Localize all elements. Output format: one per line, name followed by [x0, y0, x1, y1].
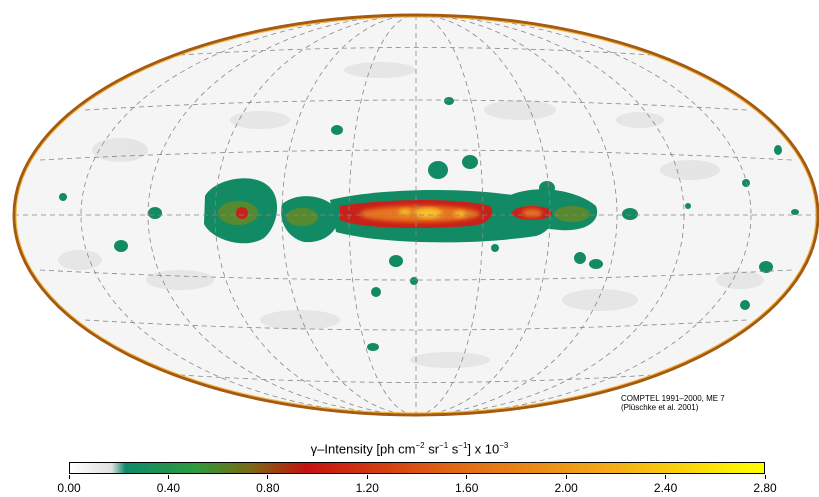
colorbar-tick-label: 0.40 — [156, 481, 181, 495]
colorbar-tick-mark — [466, 475, 468, 479]
colorbar-tick-label: 2.40 — [653, 481, 678, 495]
colorbar-title-unit-s: s — [448, 441, 459, 457]
map-outline — [12, 13, 819, 417]
graticule — [14, 15, 818, 415]
colorbar-tick-mark — [565, 475, 567, 479]
credit-line-2: (Plüschke et al. 2001) — [621, 403, 699, 412]
colorbar-tick-label: 2.80 — [753, 481, 777, 495]
credit-line-1: COMPTEL 1991–2000, ME 7 — [621, 394, 725, 403]
colorbar-title-exp4: −3 — [499, 441, 509, 450]
colorbar-tick-mark — [267, 475, 269, 479]
colorbar-title-prefix: γ–Intensity [ph cm — [310, 441, 416, 457]
colorbar-tick-label: 0.80 — [256, 481, 280, 495]
mottled-background — [58, 62, 764, 368]
colorbar-tick-label: 0.00 — [57, 481, 81, 495]
colorbar-tick-mark — [68, 475, 70, 479]
colorbar-title-exp2: −1 — [439, 441, 449, 450]
colorbar-tick-label: 1.20 — [355, 481, 379, 495]
sky-map — [12, 13, 819, 417]
colorbar-tick-mark — [167, 475, 169, 479]
colorbar-title-unit-sr: sr — [424, 441, 440, 457]
map-outline-inner — [15, 16, 817, 414]
colorbar-tick-mark — [366, 475, 368, 479]
colorbar-title-bracket: ] x 10 — [467, 441, 500, 457]
colorbar-tick-label: 1.60 — [455, 481, 479, 495]
colorbar-title-exp3: −1 — [458, 441, 468, 450]
colorbar-title-exp1: −2 — [415, 441, 425, 450]
yellow-contours — [399, 208, 466, 218]
colorbar-tick-label: 2.00 — [554, 481, 578, 495]
colorbar-tick-mark — [665, 475, 667, 479]
colorbar-title: γ–Intensity [ph cm−2 sr−1 s−1] x 10−3 — [0, 441, 819, 456]
colorbar-tick-mark — [764, 475, 766, 479]
colorbar — [69, 462, 765, 474]
